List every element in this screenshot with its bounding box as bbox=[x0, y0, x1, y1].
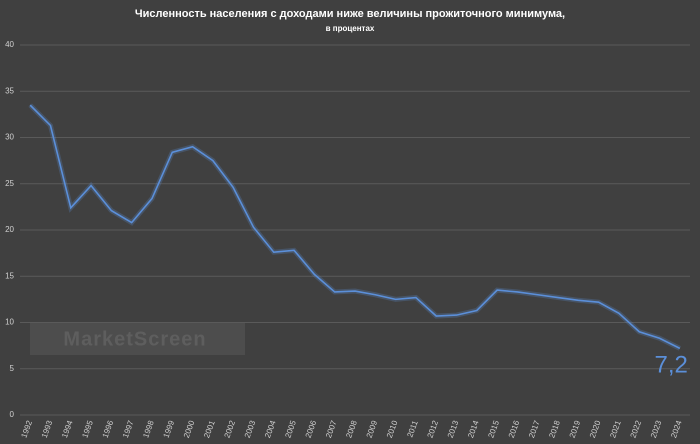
chart-title: Численность населения с доходами ниже ве… bbox=[135, 8, 565, 20]
y-tick-label: 30 bbox=[5, 133, 14, 142]
watermark: MarketScreen bbox=[63, 328, 206, 350]
y-tick-label: 35 bbox=[5, 86, 14, 95]
value-label: 7,2 bbox=[654, 352, 687, 379]
y-tick-label: 15 bbox=[5, 271, 14, 280]
line bbox=[29, 104, 681, 350]
y-tick-label: 10 bbox=[5, 318, 14, 327]
y-tick-label: 25 bbox=[5, 179, 14, 188]
chart-subtitle: в процентах bbox=[326, 24, 375, 33]
y-tick-label: 0 bbox=[10, 410, 15, 419]
y-tick-label: 5 bbox=[10, 364, 15, 373]
y-tick-label: 40 bbox=[5, 40, 14, 49]
y-tick-label: 20 bbox=[5, 225, 14, 234]
watermark-box bbox=[30, 322, 245, 355]
